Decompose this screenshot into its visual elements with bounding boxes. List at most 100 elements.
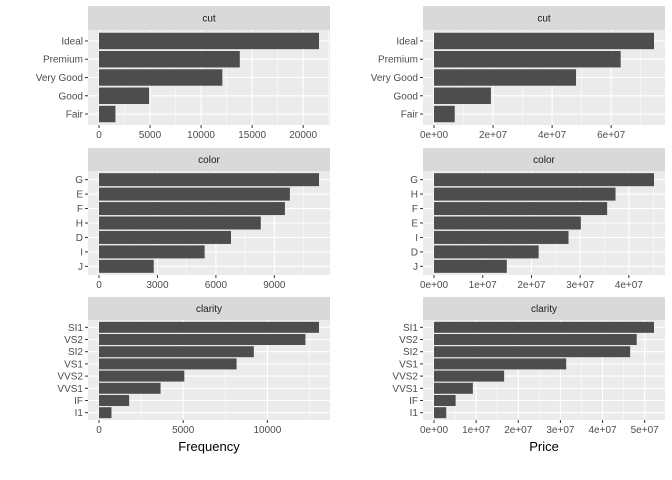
- bar-if: [99, 395, 130, 406]
- bar-vs2: [434, 334, 637, 345]
- bar-ideal: [99, 32, 319, 50]
- bar-si1: [99, 321, 319, 333]
- bar-si1: [434, 321, 654, 333]
- x-tick-label: 10000: [187, 130, 215, 141]
- y-tick-label: I: [415, 233, 418, 244]
- y-tick-label: VVS1: [392, 384, 418, 395]
- y-tick-label: I1: [410, 408, 419, 419]
- y-tick-label: VVS2: [392, 372, 418, 383]
- y-tick-label: SI2: [68, 347, 83, 358]
- y-tick-label: D: [76, 233, 83, 244]
- facet-panel-clarity-price: clarity 0e+00 1e+07 2e+07 3e+07 4e+07 5e+07 SI1…: [392, 297, 665, 436]
- bar-fair: [99, 105, 116, 123]
- x-tick-label: 1e+07: [469, 280, 498, 291]
- strip-label: cut: [202, 14, 216, 25]
- y-tick-label: Good: [394, 91, 418, 102]
- y-tick-label: VS1: [399, 359, 418, 370]
- x-tick-label: 5000: [172, 425, 195, 436]
- bar-vs1: [434, 358, 567, 370]
- y-tick-label: E: [76, 190, 83, 201]
- strip-label: clarity: [531, 304, 557, 315]
- strip: [423, 6, 665, 30]
- bar-fair: [434, 105, 455, 123]
- bar-g: [99, 173, 319, 187]
- y-tick-label: SI1: [68, 323, 83, 334]
- y-tick-label: G: [75, 175, 83, 186]
- y-tick-label: H: [76, 219, 83, 230]
- bar-vs2: [99, 334, 306, 345]
- bar-d: [434, 245, 539, 259]
- x-tick-label: 3e+07: [566, 280, 595, 291]
- bar-premium: [99, 51, 240, 68]
- y-tick-label: I1: [75, 408, 84, 419]
- strip-label: color: [533, 155, 555, 166]
- bar-h: [434, 187, 616, 201]
- y-tick-label: Good: [59, 91, 83, 102]
- bar-vvs2: [434, 370, 505, 382]
- y-tick-label: I: [80, 247, 83, 258]
- bar-good: [99, 87, 150, 104]
- y-tick-label: VS2: [399, 335, 418, 346]
- bar-if: [434, 395, 456, 406]
- y-tick-label: J: [78, 262, 83, 273]
- bar-premium: [434, 51, 621, 68]
- bar-e: [99, 187, 290, 201]
- y-tick-label: G: [410, 175, 418, 186]
- y-tick-label: SI2: [403, 347, 418, 358]
- x-tick-label: 3000: [146, 280, 169, 291]
- x-tick-label: 4e+07: [588, 425, 617, 436]
- strip: [88, 148, 330, 171]
- x-tick-label: 20000: [289, 130, 317, 141]
- facet-panel-cut-frequency: cut 0 5000 10000 15000 20000 Ideal Premium Very …: [36, 6, 330, 141]
- x-tick-label: 6e+07: [597, 130, 626, 141]
- y-tick-label: SI1: [403, 323, 418, 334]
- y-tick-label: Fair: [401, 110, 419, 121]
- bar-d: [99, 230, 231, 244]
- bar-si2: [99, 346, 254, 358]
- bar-f: [434, 202, 608, 216]
- y-tick-label: VS1: [64, 359, 83, 370]
- x-tick-label: 0e+00: [420, 280, 449, 291]
- bar-vvs1: [99, 382, 161, 394]
- bar-i1: [434, 407, 447, 419]
- bar-very-good: [434, 69, 577, 86]
- x-tick-label: 6000: [205, 280, 228, 291]
- y-tick-label: IF: [409, 396, 418, 407]
- bar-i: [434, 230, 569, 244]
- x-tick-label: 4e+07: [615, 280, 644, 291]
- bar-f: [99, 202, 285, 216]
- x-tick-label: 5e+07: [631, 425, 660, 436]
- y-tick-label: VS2: [64, 335, 83, 346]
- x-tick-label: 2e+07: [479, 130, 508, 141]
- bar-vs1: [99, 358, 237, 370]
- x-tick-label: 15000: [238, 130, 266, 141]
- bar-si2: [434, 346, 631, 358]
- x-tick-label: 1e+07: [462, 425, 491, 436]
- y-tick-label: E: [411, 219, 418, 230]
- bar-vvs1: [434, 382, 473, 394]
- x-tick-label: 0: [96, 280, 102, 291]
- y-tick-label: IF: [74, 396, 83, 407]
- x-tick-label: 2e+07: [504, 425, 533, 436]
- y-tick-label: Fair: [66, 110, 84, 121]
- facet-panel-cut-price: cut 0e+00 2e+07 4e+07 6e+07 Ideal Premium Very …: [371, 6, 665, 141]
- bar-very-good: [99, 69, 223, 86]
- bar-j: [434, 259, 507, 273]
- y-tick-label: D: [411, 247, 418, 258]
- x-tick-label: 2e+07: [517, 280, 546, 291]
- y-tick-label: H: [411, 190, 418, 201]
- bar-j: [99, 259, 154, 273]
- bar-vvs2: [99, 370, 185, 382]
- x-tick-label: 0e+00: [420, 130, 449, 141]
- bar-ideal: [434, 32, 654, 50]
- x-tick-label: 5000: [139, 130, 162, 141]
- strip: [423, 297, 665, 320]
- strip-label: color: [198, 155, 220, 166]
- x-tick-label: 0: [96, 130, 102, 141]
- bar-i1: [99, 407, 112, 419]
- x-tick-label: 9000: [263, 280, 286, 291]
